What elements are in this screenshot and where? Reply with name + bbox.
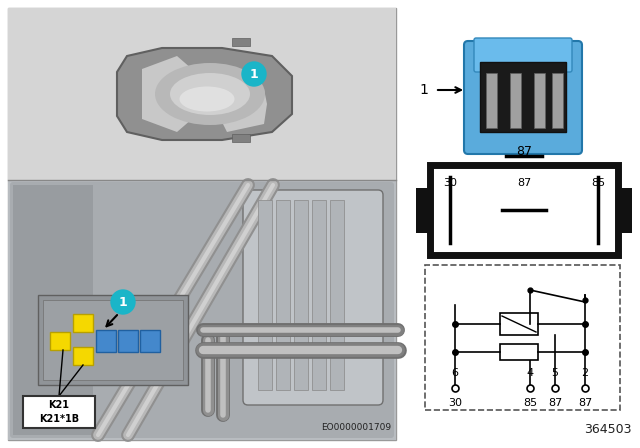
- FancyBboxPatch shape: [243, 190, 383, 405]
- Bar: [534, 73, 545, 128]
- Bar: [480, 62, 566, 132]
- Bar: [330, 200, 344, 390]
- Bar: [616, 188, 632, 233]
- Bar: [38, 295, 188, 385]
- Bar: [500, 344, 538, 360]
- Text: 364503: 364503: [584, 423, 632, 436]
- Bar: [8, 8, 396, 440]
- Circle shape: [111, 290, 135, 314]
- Bar: [294, 200, 308, 390]
- Bar: [96, 330, 116, 352]
- Text: 30: 30: [443, 178, 457, 188]
- Polygon shape: [212, 86, 267, 132]
- Polygon shape: [142, 56, 192, 132]
- Text: 85: 85: [591, 178, 605, 188]
- Text: 85: 85: [523, 398, 537, 408]
- Bar: [258, 200, 272, 390]
- Bar: [23, 396, 95, 428]
- Text: 87: 87: [548, 398, 562, 408]
- Bar: [425, 265, 620, 410]
- Polygon shape: [117, 48, 292, 140]
- Text: EO0000001709: EO0000001709: [321, 423, 391, 432]
- Text: 6: 6: [451, 368, 458, 378]
- Bar: [13, 185, 93, 435]
- Text: 1: 1: [250, 68, 259, 81]
- Text: 30: 30: [448, 398, 462, 408]
- Bar: [416, 188, 432, 233]
- Bar: [312, 200, 326, 390]
- Text: K21
K21*1B: K21 K21*1B: [39, 401, 79, 424]
- Ellipse shape: [155, 63, 265, 125]
- Bar: [500, 313, 538, 335]
- Bar: [232, 134, 250, 142]
- FancyBboxPatch shape: [464, 41, 582, 154]
- Bar: [8, 8, 396, 180]
- Bar: [486, 73, 497, 128]
- Bar: [50, 332, 70, 350]
- Text: 2: 2: [581, 368, 589, 378]
- Bar: [276, 200, 290, 390]
- Text: 1: 1: [419, 83, 428, 97]
- Bar: [118, 330, 138, 352]
- Bar: [232, 38, 250, 46]
- Text: 4: 4: [527, 368, 534, 378]
- Bar: [73, 347, 93, 365]
- Ellipse shape: [179, 86, 234, 112]
- Text: 87: 87: [578, 398, 592, 408]
- Ellipse shape: [170, 73, 250, 115]
- Text: 87: 87: [517, 178, 531, 188]
- Text: 1: 1: [118, 296, 127, 309]
- Bar: [43, 300, 183, 380]
- Bar: [552, 73, 563, 128]
- Text: 87: 87: [516, 145, 532, 158]
- Text: 5: 5: [552, 368, 559, 378]
- FancyBboxPatch shape: [10, 182, 394, 438]
- Bar: [73, 314, 93, 332]
- Bar: [510, 73, 521, 128]
- Bar: [430, 165, 618, 255]
- Bar: [140, 330, 160, 352]
- Bar: [8, 180, 396, 440]
- FancyBboxPatch shape: [474, 38, 572, 72]
- Circle shape: [242, 62, 266, 86]
